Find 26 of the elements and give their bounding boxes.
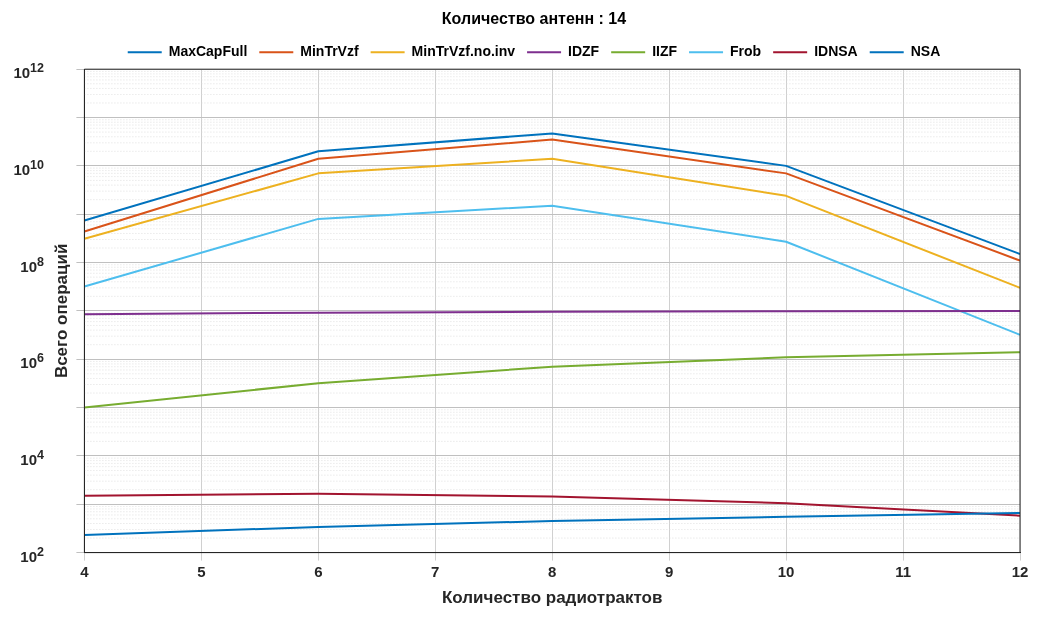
x-tick-label: 6: [314, 562, 323, 580]
x-tick-label: 9: [664, 562, 674, 580]
legend-label: IIZF: [652, 43, 678, 60]
legend-label: NSA: [910, 43, 941, 60]
x-tick-label: 8: [548, 562, 557, 580]
y-tick-label: 10$^{4}$: [20, 446, 44, 470]
y-tick-label: 10$^{10}$: [13, 156, 44, 180]
x-tick-label: 4: [80, 562, 90, 580]
x-axis-title: Количество радиотрактов: [441, 588, 663, 608]
legend-label: MinTrVzf.no.inv: [411, 43, 516, 60]
legend-label: IDZF: [568, 43, 600, 60]
x-tick-label: 10: [777, 562, 795, 580]
legend-label: IDNSA: [814, 43, 858, 60]
y-axis-title: Всего операций: [51, 243, 71, 379]
y-tick-label: 10$^{8}$: [20, 253, 44, 277]
legend-label: MaxCapFull: [168, 43, 248, 60]
y-tick-label: 10$^{6}$: [20, 350, 44, 374]
x-tick-label: 12: [1011, 562, 1029, 580]
legend-label: MinTrVzf: [300, 43, 359, 60]
x-tick-label: 7: [431, 562, 440, 580]
x-tick-label: 11: [895, 562, 911, 580]
y-tick-label: 10$^{12}$: [13, 60, 44, 84]
x-tick-label: 5: [197, 562, 206, 580]
legend-label: Frob: [730, 43, 762, 60]
chart-title: Количество антенн : 14: [441, 10, 627, 28]
y-tick-label: 10$^{2}$: [20, 543, 44, 567]
